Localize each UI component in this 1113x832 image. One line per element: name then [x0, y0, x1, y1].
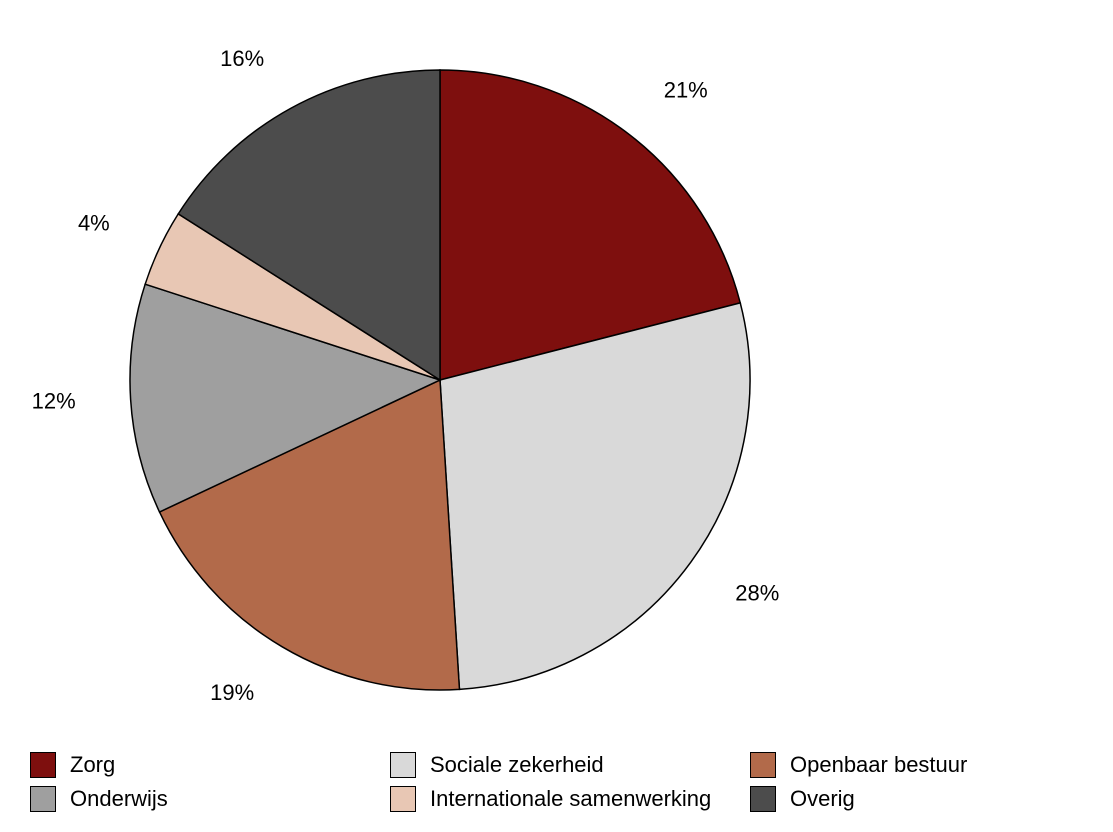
- legend-item-onderwijs: Onderwijs: [30, 786, 370, 812]
- legend-swatch-openbaar: [750, 752, 776, 778]
- legend-label-onderwijs: Onderwijs: [70, 786, 168, 812]
- legend-item-sociale: Sociale zekerheid: [390, 752, 730, 778]
- pie-label-openbaar: 19%: [210, 680, 254, 705]
- legend-item-overig: Overig: [750, 786, 1090, 812]
- legend-swatch-onderwijs: [30, 786, 56, 812]
- pie-chart-container: 21% 28% 19% 12% 4% 16% Zorg Sociale zekerheid O…: [0, 0, 1113, 832]
- legend-item-zorg: Zorg: [30, 752, 370, 778]
- pie-label-onderwijs: 12%: [32, 389, 76, 414]
- pie-chart-svg: 21% 28% 19% 12% 4% 16%: [0, 0, 1113, 832]
- legend-swatch-zorg: [30, 752, 56, 778]
- legend-label-sociale: Sociale zekerheid: [430, 752, 604, 778]
- legend-item-intl: Internationale samenwerking: [390, 786, 730, 812]
- legend-item-openbaar: Openbaar bestuur: [750, 752, 1090, 778]
- legend-swatch-intl: [390, 786, 416, 812]
- pie-label-sociale: 28%: [735, 580, 779, 605]
- pie-label-intl: 4%: [78, 210, 110, 235]
- legend-label-zorg: Zorg: [70, 752, 115, 778]
- pie-label-zorg: 21%: [664, 77, 708, 102]
- legend-swatch-sociale: [390, 752, 416, 778]
- legend-swatch-overig: [750, 786, 776, 812]
- legend-label-intl: Internationale samenwerking: [430, 786, 711, 812]
- legend: Zorg Sociale zekerheid Openbaar bestuur Ond…: [30, 752, 1090, 812]
- legend-label-overig: Overig: [790, 786, 855, 812]
- pie-label-overig: 16%: [220, 46, 264, 71]
- legend-label-openbaar: Openbaar bestuur: [790, 752, 967, 778]
